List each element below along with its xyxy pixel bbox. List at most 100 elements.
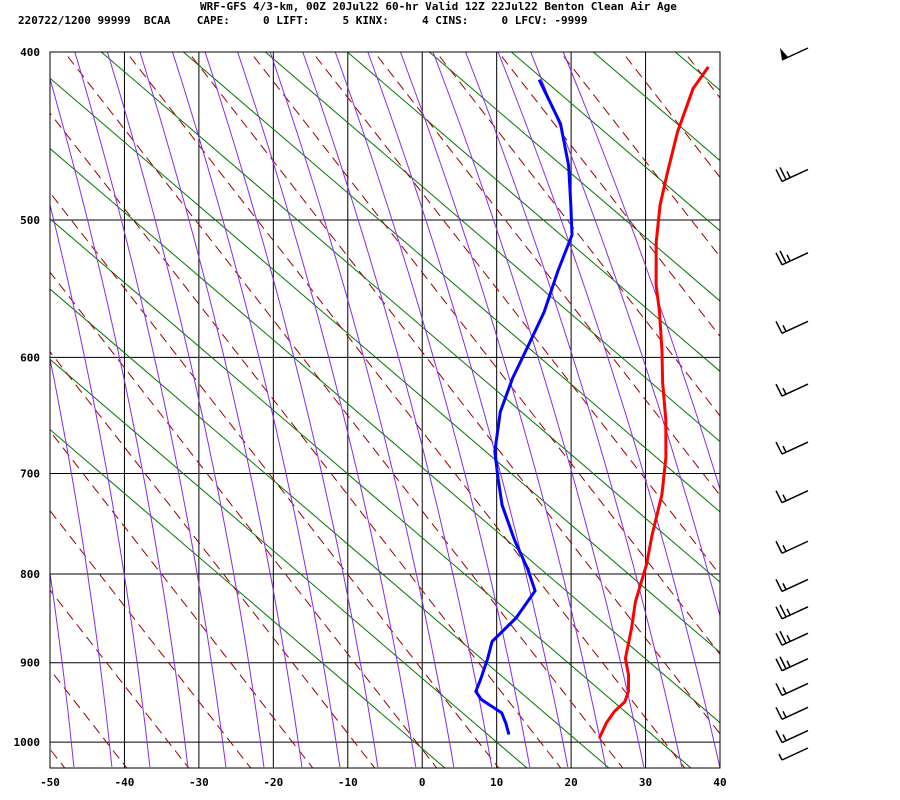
moist-adiabat-curve xyxy=(432,52,645,768)
barb-staff xyxy=(781,168,809,183)
x-tick-label: 30 xyxy=(639,776,652,789)
y-tick-label: 600 xyxy=(20,351,40,364)
y-tick-label: 400 xyxy=(20,46,40,59)
y-tick-label: 900 xyxy=(20,657,40,670)
barb-staff xyxy=(781,632,809,646)
barb-full xyxy=(775,658,783,672)
barb-full xyxy=(775,683,783,696)
isotherm-line xyxy=(428,52,720,302)
barb-half xyxy=(782,734,787,741)
isotherm-line xyxy=(592,52,720,162)
dry-adiabat-line xyxy=(50,112,562,768)
wind-barbs xyxy=(775,47,809,761)
x-tick-label: 20 xyxy=(564,776,577,789)
wind-barb xyxy=(775,656,809,672)
grid-lines xyxy=(50,52,720,768)
plot-frame xyxy=(49,51,721,769)
wind-barb xyxy=(775,729,809,744)
barb-half xyxy=(786,634,791,642)
moist-adiabat-curve xyxy=(139,52,303,768)
barb-staff xyxy=(781,490,809,504)
moist-adiabat-curve xyxy=(367,52,569,768)
barb-half xyxy=(786,608,791,616)
y-tick-label: 1000 xyxy=(14,736,41,749)
barb-full xyxy=(779,630,787,644)
wind-barb xyxy=(775,706,809,721)
isotherm-line xyxy=(748,44,900,776)
wind-barb xyxy=(775,578,809,593)
barb-full xyxy=(775,169,783,182)
barb-full xyxy=(775,540,783,554)
temperature-profile-line xyxy=(597,66,710,739)
moist-adiabat-curve xyxy=(50,77,189,768)
dry-adiabat-line xyxy=(373,52,720,497)
barb-full xyxy=(775,707,783,720)
x-tick-label: -30 xyxy=(189,776,209,789)
barb-full xyxy=(775,252,783,266)
header-line-2: 220722/1200 99999 BCAA CAPE: 0 LIFT: 5 K… xyxy=(18,14,588,27)
y-tick-label: 500 xyxy=(20,214,40,227)
x-tick-label: -20 xyxy=(263,776,283,789)
barb-full xyxy=(775,632,783,646)
barb-half xyxy=(786,660,791,668)
isotherm-line xyxy=(510,52,720,232)
x-tick-label: 10 xyxy=(490,776,503,789)
barb-full xyxy=(779,250,787,264)
wind-barb xyxy=(775,441,809,455)
header-line-1: WRF-GFS 4/3-km, 00Z 20Jul22 60-hr Valid … xyxy=(200,0,677,13)
barb-staff xyxy=(781,47,809,61)
barb-staff xyxy=(781,606,809,620)
moist-adiabat-curve xyxy=(497,52,720,768)
barb-full xyxy=(775,490,783,504)
dry-adiabat-line xyxy=(740,44,900,776)
barb-half xyxy=(782,687,787,694)
dry-adiabat-line xyxy=(311,52,720,576)
barb-staff xyxy=(781,706,809,721)
barb-full xyxy=(775,320,783,334)
x-tick-label: -40 xyxy=(115,776,135,789)
dry-adiabat-line xyxy=(249,52,720,656)
x-tick-label: -10 xyxy=(338,776,358,789)
isotherm-line xyxy=(50,288,610,768)
barb-half xyxy=(782,494,787,502)
moist-adiabat-curve xyxy=(464,52,683,768)
barb-staff xyxy=(781,682,809,697)
barb-half xyxy=(782,387,787,395)
barb-full xyxy=(775,606,783,620)
dry-adiabat-line xyxy=(50,509,252,768)
x-tick-label: -50 xyxy=(40,776,60,789)
moist-adiabat-curve xyxy=(74,52,227,768)
isotherm-line xyxy=(50,77,720,654)
dry-adiabat-line xyxy=(50,271,438,768)
isotherm-line xyxy=(50,358,528,768)
moist-adiabat-curve xyxy=(204,52,379,768)
wind-barb xyxy=(775,630,809,646)
moist-adiabat-curve xyxy=(530,52,720,618)
wind-barb xyxy=(775,167,809,183)
dry-adiabat-line xyxy=(50,191,500,768)
barb-half xyxy=(786,254,791,262)
thermodynamic-guide-lines xyxy=(50,44,900,776)
x-tick-label: 40 xyxy=(713,776,726,789)
moist-adiabat-curve xyxy=(269,52,455,768)
barb-staff xyxy=(781,658,809,672)
barb-staff xyxy=(781,320,809,334)
moist-adiabat-curve xyxy=(302,52,493,768)
sounding-series xyxy=(474,66,710,739)
barb-half xyxy=(786,171,791,178)
y-tick-label: 700 xyxy=(20,467,40,480)
barb-half xyxy=(782,445,787,453)
x-tick-label: 0 xyxy=(419,776,426,789)
barb-full xyxy=(775,441,783,455)
dry-adiabat-line xyxy=(50,430,314,768)
wind-barb xyxy=(775,540,809,554)
isotherm-line xyxy=(182,52,720,513)
barb-full xyxy=(775,730,783,743)
barb-full xyxy=(779,604,787,618)
barb-half xyxy=(782,324,787,332)
isotherm-line xyxy=(674,52,720,91)
isotherm-line xyxy=(50,428,446,768)
barb-half xyxy=(778,753,783,761)
barb-half xyxy=(782,544,787,552)
